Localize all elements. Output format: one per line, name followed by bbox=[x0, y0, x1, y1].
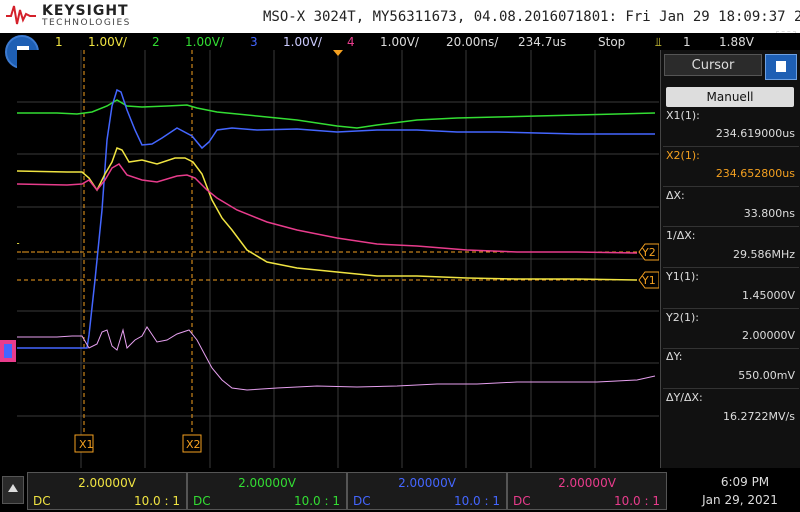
x1-value[interactable]: 234.619000us bbox=[715, 127, 795, 140]
svg-text:Y2: Y2 bbox=[641, 246, 656, 259]
ch3-probe: 10.0 : 1 bbox=[453, 494, 500, 508]
x2-cursor-flag: X2 bbox=[182, 434, 202, 453]
divider bbox=[663, 308, 799, 309]
model-info-line: MSO-X 3024T, MY56311673, 04.08.201607180… bbox=[263, 9, 800, 25]
ch4-probe: 10.0 : 1 bbox=[613, 494, 660, 508]
x1-label[interactable]: X1(1): bbox=[666, 109, 700, 122]
y1-cursor-flag: Y1 bbox=[638, 271, 659, 289]
y1-label[interactable]: Y1(1): bbox=[666, 270, 700, 283]
digital-trace bbox=[17, 326, 656, 391]
ch2-coupling: DC bbox=[193, 494, 211, 508]
inv-dx-label: 1/ΔX: bbox=[666, 229, 696, 242]
ch1-trace bbox=[17, 147, 638, 281]
ch1-number[interactable]: 1 bbox=[55, 35, 63, 49]
ch3-coupling: DC bbox=[353, 494, 371, 508]
y2-label[interactable]: Y2(1): bbox=[666, 311, 700, 324]
brand-name: KEYSIGHT bbox=[42, 3, 129, 19]
home-up-icon[interactable] bbox=[2, 476, 24, 504]
x1-cursor-flag: X1 bbox=[74, 434, 94, 453]
cursor-panel: Cursor Manuell X1(1): 234.619000us X2(1)… bbox=[660, 50, 800, 468]
dydx-value: 16.2722MV/s bbox=[723, 410, 795, 423]
header-bar: KEYSIGHT TECHNOLOGIES MSO-X 3024T, MY563… bbox=[0, 0, 800, 33]
divider bbox=[663, 146, 799, 147]
ch1-scale[interactable]: 1.00V/ bbox=[88, 35, 127, 49]
svg-text:X2: X2 bbox=[186, 438, 201, 451]
svg-text:Y1: Y1 bbox=[641, 274, 656, 287]
ch3-number[interactable]: 3 bbox=[250, 35, 258, 49]
ch3-volts: 2.00000V bbox=[398, 476, 456, 490]
trigger-level-marker: T bbox=[17, 242, 20, 253]
ch1-probe: 10.0 : 1 bbox=[133, 494, 180, 508]
trigger-level[interactable]: 1.88V bbox=[719, 35, 754, 49]
trigger-edge-icon: ⫫ bbox=[655, 35, 662, 49]
clock-time: 6:09 PM bbox=[720, 475, 770, 489]
tab-cursor[interactable]: Cursor bbox=[664, 54, 762, 76]
svg-text:T: T bbox=[17, 242, 20, 253]
dx-label: ΔX: bbox=[666, 189, 685, 202]
ch4-trace bbox=[17, 163, 638, 254]
ch2-number[interactable]: 2 bbox=[152, 35, 160, 49]
y2-value[interactable]: 2.00000V bbox=[741, 329, 795, 342]
ch4-settings-cell[interactable]: 2.00000V DC 10.0 : 1 bbox=[507, 472, 667, 510]
dydx-label: ΔY/ΔX: bbox=[666, 391, 703, 404]
dy-label: ΔY: bbox=[666, 350, 683, 363]
y2-cursor-flag: Y2 bbox=[638, 243, 659, 261]
waveform-display[interactable]: X1 X2 Y2 Y1 T bbox=[17, 50, 659, 468]
ch4-volts: 2.00000V bbox=[558, 476, 616, 490]
ch4-scale[interactable]: 1.00V/ bbox=[380, 35, 419, 49]
divider bbox=[663, 226, 799, 227]
ch2-trace bbox=[17, 99, 656, 129]
channel-status-bar: 1 1.00V/ 2 1.00V/ 3 1.00V/ 4 1.00V/ 20.0… bbox=[0, 33, 800, 51]
ch3-scale[interactable]: 1.00V/ bbox=[283, 35, 322, 49]
ch3-trace bbox=[17, 88, 655, 349]
cursor-mode-button[interactable]: Manuell bbox=[666, 87, 794, 107]
panel-menu-icon[interactable] bbox=[765, 54, 797, 80]
dy-value: 550.00mV bbox=[738, 369, 795, 382]
clock-date: Jan 29, 2021 bbox=[702, 493, 778, 507]
trigger-source[interactable]: 1 bbox=[683, 35, 691, 49]
ch3-settings-cell[interactable]: 2.00000V DC 10.0 : 1 bbox=[347, 472, 507, 510]
ground-marker-icon[interactable] bbox=[0, 338, 18, 364]
ch1-settings-cell[interactable]: 2.00000V DC 10.0 : 1 bbox=[27, 472, 187, 510]
delay-value[interactable]: 234.7us bbox=[518, 35, 567, 49]
ch2-probe: 10.0 : 1 bbox=[293, 494, 340, 508]
timebase-value[interactable]: 20.00ns/ bbox=[446, 35, 499, 49]
ch4-number[interactable]: 4 bbox=[347, 35, 355, 49]
ch1-volts: 2.00000V bbox=[78, 476, 136, 490]
ch2-settings-cell[interactable]: 2.00000V DC 10.0 : 1 bbox=[187, 472, 347, 510]
divider bbox=[663, 348, 799, 349]
ch4-coupling: DC bbox=[513, 494, 531, 508]
divider bbox=[663, 186, 799, 187]
divider bbox=[663, 388, 799, 389]
brand-subtitle: TECHNOLOGIES bbox=[42, 18, 131, 28]
trigger-position-marker bbox=[333, 50, 343, 56]
ch2-scale[interactable]: 1.00V/ bbox=[185, 35, 224, 49]
keysight-logo-icon bbox=[6, 5, 36, 25]
dx-value: 33.800ns bbox=[743, 207, 795, 220]
y1-value[interactable]: 1.45000V bbox=[741, 289, 795, 302]
inv-dx-value: 29.586MHz bbox=[732, 248, 795, 261]
run-state[interactable]: Stop bbox=[598, 35, 626, 49]
divider bbox=[663, 267, 799, 268]
x2-label[interactable]: X2(1): bbox=[666, 149, 700, 162]
x2-value[interactable]: 234.652800us bbox=[715, 167, 795, 180]
ch1-coupling: DC bbox=[33, 494, 51, 508]
svg-text:X1: X1 bbox=[79, 438, 94, 451]
ch2-volts: 2.00000V bbox=[238, 476, 296, 490]
